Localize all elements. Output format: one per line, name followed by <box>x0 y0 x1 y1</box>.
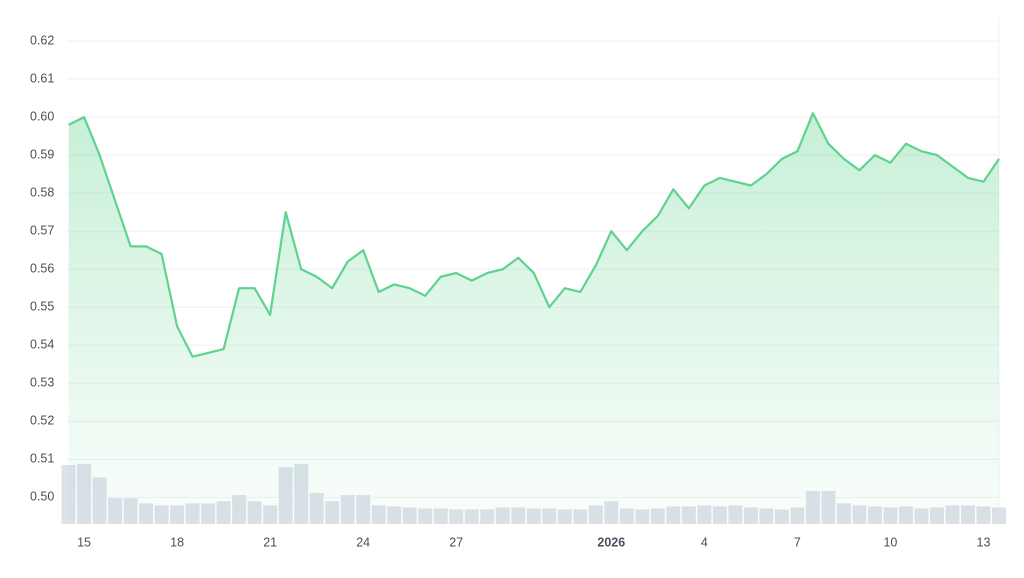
x-tick-label: 4 <box>701 535 708 549</box>
y-tick-label: 0.62 <box>30 33 54 47</box>
x-tick-label: 27 <box>449 535 463 549</box>
y-tick-label: 0.54 <box>30 338 54 352</box>
y-tick-label: 0.55 <box>30 300 54 314</box>
x-tick-label: 15 <box>77 535 91 549</box>
price-line <box>68 112 1000 358</box>
y-tick-label: 0.57 <box>30 223 54 237</box>
y-tick-label: 0.61 <box>30 71 54 85</box>
y-tick-label: 0.60 <box>30 109 54 123</box>
y-tick-label: 0.52 <box>30 414 54 428</box>
x-tick-label: 24 <box>356 535 370 549</box>
x-tick-label: 21 <box>263 535 277 549</box>
price-area <box>68 113 999 525</box>
y-tick-label: 0.53 <box>30 376 54 390</box>
y-tick-label: 0.56 <box>30 261 54 275</box>
x-tick-label: 2026 <box>597 535 625 549</box>
y-tick-label: 0.59 <box>30 147 54 161</box>
y-tick-label: 0.58 <box>30 185 54 199</box>
y-tick-label: 0.50 <box>30 490 54 504</box>
x-tick-label: 13 <box>977 535 991 549</box>
y-tick-label: 0.51 <box>30 452 54 466</box>
x-tick-label: 18 <box>170 535 184 549</box>
x-tick-label: 10 <box>883 535 897 549</box>
x-tick-label: 7 <box>794 535 801 549</box>
